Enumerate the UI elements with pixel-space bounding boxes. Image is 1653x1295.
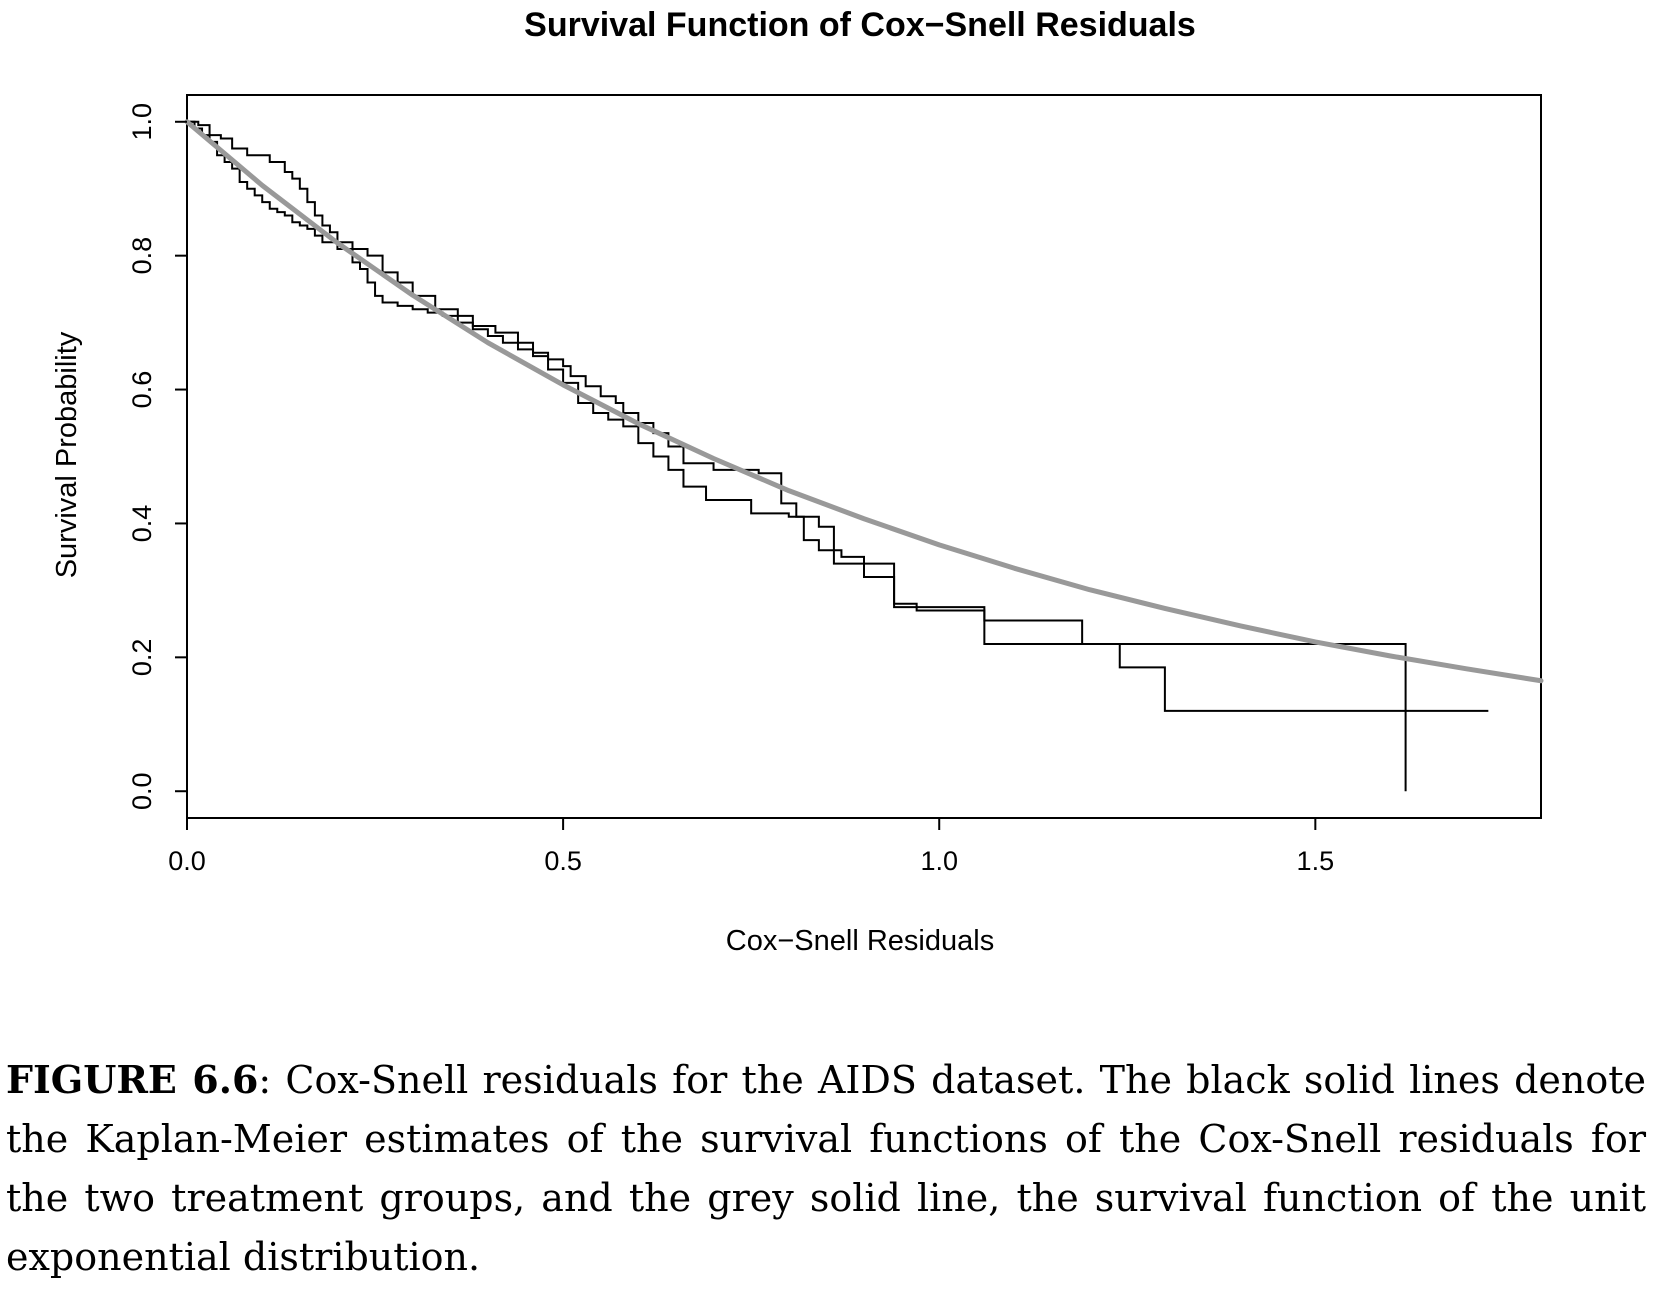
x-tick-label: 0.0 xyxy=(168,846,206,876)
figure-caption: FIGURE 6.6: Cox-Snell residuals for the … xyxy=(6,1050,1646,1287)
y-tick-label: 0.8 xyxy=(127,237,157,275)
x-axis-label: Cox−Snell Residuals xyxy=(726,925,994,957)
y-tick-label: 0.4 xyxy=(127,505,157,543)
plot-box xyxy=(186,94,1542,819)
cox-snell-survival-chart: Survival Function of Cox−Snell Residuals… xyxy=(51,6,1544,957)
exponential-reference-curve xyxy=(184,119,1544,684)
x-tick-label: 1.0 xyxy=(920,846,958,876)
figure-label: FIGURE 6.6 xyxy=(6,1057,259,1102)
x-tick-label: 0.5 xyxy=(544,846,582,876)
km-step-curve-1 xyxy=(187,120,1489,712)
y-tick-label: 0.0 xyxy=(127,772,157,810)
chart-title: Survival Function of Cox−Snell Residuals xyxy=(524,6,1196,44)
y-tick-label: 1.0 xyxy=(127,103,157,141)
x-tick-label: 1.5 xyxy=(1297,846,1335,876)
y-tick-label: 0.2 xyxy=(127,639,157,677)
y-axis-label: Survival Probability xyxy=(51,331,83,578)
km-step-curve-2 xyxy=(187,120,1407,792)
caption-text: : Cox-Snell residuals for the AIDS datas… xyxy=(6,1058,1647,1279)
y-tick-label: 0.6 xyxy=(127,371,157,409)
